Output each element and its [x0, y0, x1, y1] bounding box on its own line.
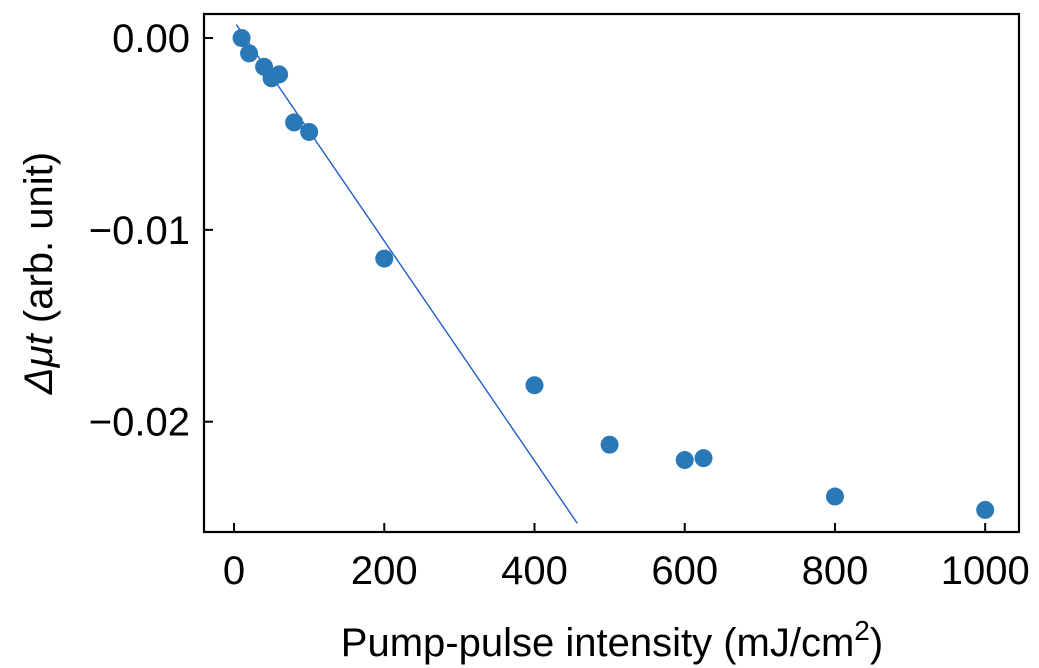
- x-tick-label: 600: [651, 549, 718, 593]
- series-group: [232, 24, 995, 524]
- tick-labels-group: 0 200 400 600 800 1000 0.00 −0.01 −0.02: [89, 17, 1030, 593]
- ticks-group: [204, 36, 987, 532]
- data-point: [976, 500, 995, 519]
- data-point: [825, 487, 844, 506]
- data-point: [600, 435, 619, 454]
- x-tick-label: 400: [501, 549, 568, 593]
- data-point: [375, 249, 394, 268]
- x-axis-label-superscript: 2: [854, 615, 870, 646]
- data-point: [300, 122, 319, 141]
- y-tick-label: −0.01: [89, 209, 190, 253]
- x-tick-label: 0: [223, 549, 245, 593]
- y-tick-label: 0.00: [112, 17, 190, 61]
- data-point: [270, 65, 289, 84]
- data-point: [675, 451, 694, 470]
- x-axis-label-close: ): [870, 621, 883, 665]
- x-tick-label: 800: [802, 549, 869, 593]
- data-point: [285, 113, 304, 132]
- y-axis-label-units: (arb. unit): [17, 152, 61, 334]
- y-axis-label: Δμt (arb. unit): [17, 152, 61, 395]
- x-axis-label: Pump-pulse intensity (mJ/cm2): [341, 615, 883, 665]
- y-axis-label-symbol: Δμt: [17, 332, 61, 395]
- x-tick-label: 200: [351, 549, 418, 593]
- data-point: [232, 28, 251, 47]
- data-point: [694, 449, 713, 468]
- plot-frame: [202, 12, 1021, 534]
- x-axis-label-main: Pump-pulse intensity (mJ/cm: [341, 621, 854, 665]
- data-point: [240, 44, 259, 63]
- fit-line: [235, 24, 578, 524]
- y-tick-label: −0.02: [89, 401, 190, 445]
- data-point: [525, 376, 544, 395]
- x-tick-label: 1000: [941, 549, 1030, 593]
